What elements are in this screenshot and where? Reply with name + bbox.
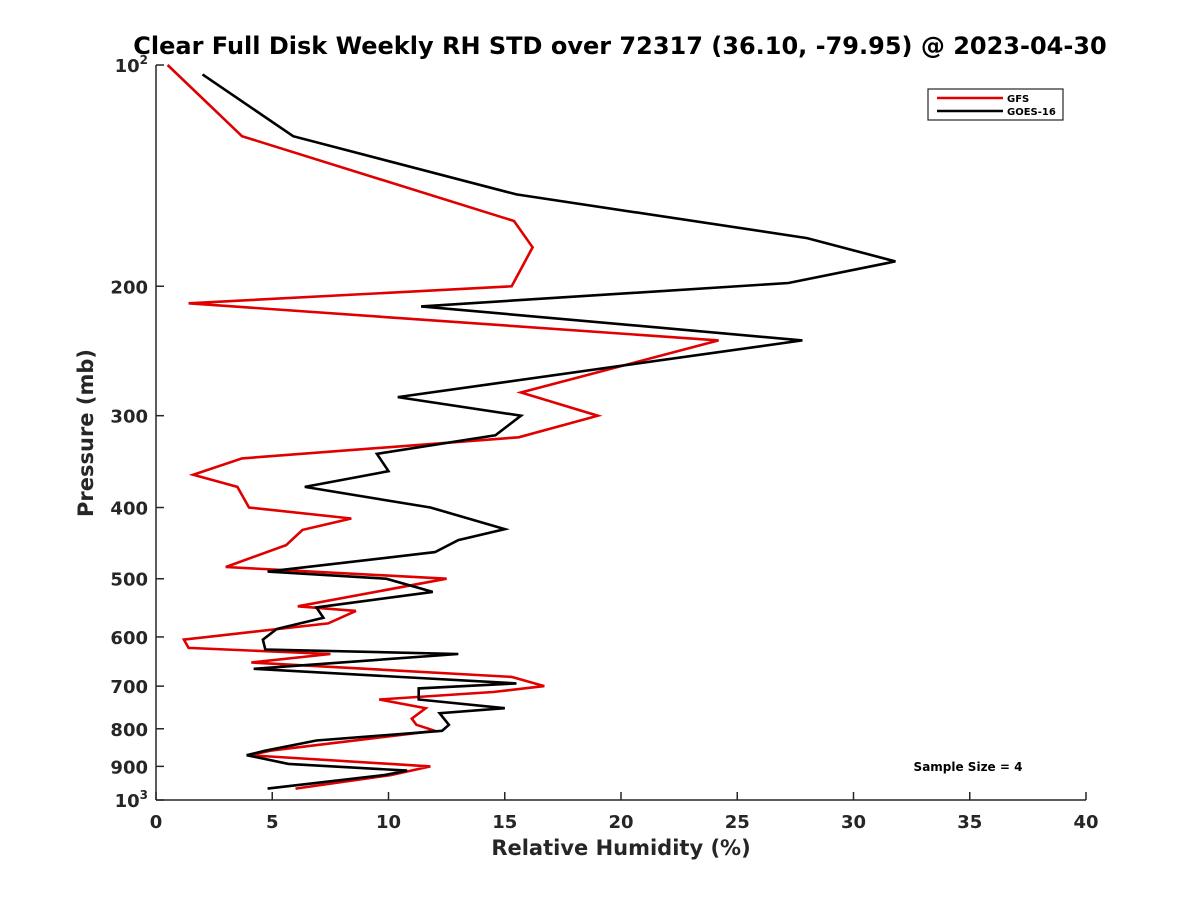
x-tick-label: 10 bbox=[376, 812, 401, 833]
x-tick-label: 20 bbox=[608, 812, 633, 833]
x-tick-label: 15 bbox=[492, 812, 517, 833]
x-tick-label: 35 bbox=[957, 812, 982, 833]
x-tick-label: 40 bbox=[1073, 812, 1098, 833]
y-tick-label: 102 bbox=[115, 53, 148, 77]
legend: GFS GOES-16 bbox=[927, 88, 1064, 121]
chart-title: Clear Full Disk Weekly RH STD over 72317… bbox=[133, 32, 1106, 60]
x-tick-label: 5 bbox=[266, 812, 279, 833]
y-tick-label: 200 bbox=[110, 277, 148, 298]
x-ticks: 0 5 10 15 20 25 30 35 40 bbox=[150, 792, 1099, 833]
x-tick-label: 30 bbox=[841, 812, 866, 833]
series-line-gfs bbox=[166, 64, 719, 790]
y-tick-label: 103 bbox=[115, 788, 148, 812]
y-tick-label: 600 bbox=[110, 628, 148, 649]
legend-label-gfs: GFS bbox=[1007, 94, 1029, 105]
y-tick-label: 300 bbox=[110, 407, 148, 428]
legend-box bbox=[927, 88, 1064, 121]
y-tick-label: 800 bbox=[110, 720, 148, 741]
y-ticks: 102 200 300 400 500 600 700 800 900 103 bbox=[110, 53, 164, 812]
series-lines bbox=[166, 64, 896, 790]
sample-size-annotation: Sample Size = 4 bbox=[914, 760, 1023, 774]
y-axis-label: Pressure (mb) bbox=[74, 349, 98, 517]
x-tick-label: 25 bbox=[725, 812, 750, 833]
y-tick-label: 400 bbox=[110, 499, 148, 520]
x-axis-label: Relative Humidity (%) bbox=[491, 836, 750, 860]
x-tick-label: 0 bbox=[150, 812, 163, 833]
plot-area: 0 5 10 15 20 25 30 35 40 102 200 300 400 500 600 700 80… bbox=[110, 53, 1098, 833]
y-tick-label: 900 bbox=[110, 757, 148, 778]
y-tick-label: 700 bbox=[110, 677, 148, 698]
series-line-goes16 bbox=[201, 73, 896, 790]
y-tick-label: 500 bbox=[110, 570, 148, 591]
legend-label-goes16: GOES-16 bbox=[1007, 107, 1056, 118]
